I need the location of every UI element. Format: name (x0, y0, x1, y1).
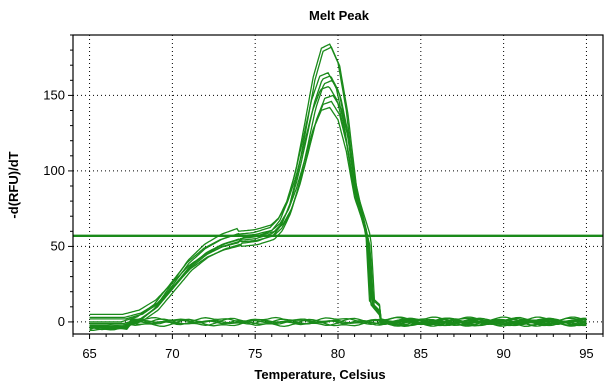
x-tick-label: 90 (496, 346, 510, 361)
melt-curve (89, 94, 587, 324)
x-tick-label: 80 (331, 346, 345, 361)
y-tick-label: 100 (43, 163, 65, 178)
grid-lines (73, 35, 603, 334)
melt-curve (89, 79, 587, 328)
y-axis: 0 50 100 150 (43, 34, 73, 329)
flat-curve (89, 316, 587, 330)
x-tick-label: 75 (248, 346, 262, 361)
x-tick-label: 70 (165, 346, 179, 361)
melt-curve (89, 46, 587, 323)
x-axis-label: Temperature, Celsius (254, 367, 385, 381)
x-axis: 65 70 75 80 85 90 95 (72, 334, 604, 361)
chart-title: Melt Peak (309, 8, 370, 23)
y-tick-label: 0 (58, 314, 65, 329)
melt-curve (89, 106, 587, 328)
y-tick-label: 150 (43, 87, 65, 102)
melt-curve (89, 72, 587, 325)
series-layer (89, 43, 587, 331)
x-tick-label: 95 (579, 346, 593, 361)
flat-curve (89, 321, 587, 331)
x-tick-label: 85 (414, 346, 428, 361)
y-axis-label: -d(RFU)/dT (6, 151, 21, 218)
y-tick-label: 50 (51, 238, 65, 253)
flat-curve (89, 317, 587, 329)
x-tick-label: 65 (82, 346, 96, 361)
